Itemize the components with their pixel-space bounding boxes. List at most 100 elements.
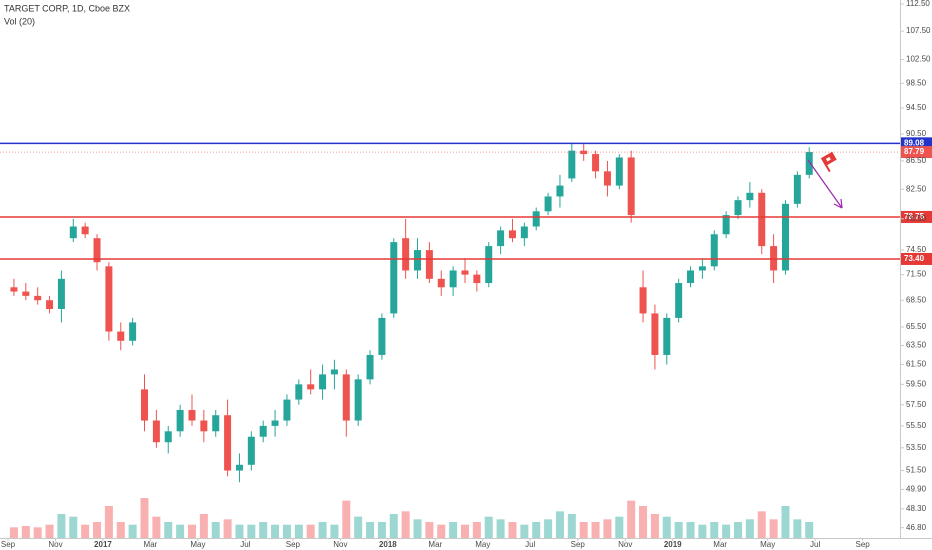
candle-body [402, 238, 410, 271]
volume-bar [555, 511, 564, 538]
candle-body [461, 270, 469, 275]
volume-bar [757, 511, 766, 538]
y-tick-label: 59.50 [906, 379, 927, 388]
volume-bar [69, 516, 78, 538]
candle-body [235, 464, 243, 471]
candle-body [449, 270, 457, 288]
volume-bar [781, 506, 790, 538]
candle-body [603, 171, 611, 186]
y-tick-label: 90.50 [906, 129, 927, 138]
volume-bar [9, 527, 18, 538]
volume-bar [425, 522, 434, 538]
candle-body [746, 192, 754, 201]
candle-body [414, 250, 422, 271]
candle-body [497, 230, 505, 247]
candle-body [698, 266, 706, 271]
last-price-label: 87.79 [904, 147, 925, 156]
level-label: 73.40 [904, 254, 925, 263]
volume-bar [567, 514, 576, 538]
volume-bar [484, 516, 493, 538]
y-tick-label: 94.50 [906, 103, 927, 112]
candle-body [663, 317, 671, 355]
candle-body [22, 291, 30, 296]
volume-bar [639, 506, 648, 538]
candle-body [568, 150, 576, 179]
volume-bar [282, 524, 291, 538]
candle-body [639, 287, 647, 314]
volume-label: Vol (20) [4, 16, 35, 26]
y-tick-label: 71.50 [906, 270, 927, 279]
candle-body [473, 274, 481, 284]
x-tick-label: Nov [48, 540, 62, 549]
candle-body [57, 278, 65, 310]
candle-body [580, 150, 588, 155]
y-tick-label: 46.80 [906, 523, 927, 532]
volume-bar [187, 524, 196, 538]
volume-bar [603, 519, 612, 538]
candle-body [129, 322, 137, 341]
volume-bar [57, 514, 66, 538]
candle-body [200, 420, 208, 432]
volume-bar [199, 514, 208, 538]
volume-bar [318, 522, 327, 538]
y-tick-label: 86.50 [906, 156, 927, 165]
candle-body [342, 374, 350, 421]
x-tick-label: May [475, 540, 490, 549]
volume-bar [805, 522, 814, 538]
x-tick-label: Sep [286, 540, 301, 549]
candle-body [437, 278, 445, 288]
volume-bar [472, 522, 481, 538]
y-tick-label: 78.50 [906, 214, 927, 223]
chart-title: TARGET CORP, 1D, Cboe BZX [4, 3, 130, 13]
volume-bar [21, 526, 30, 538]
candle-body [556, 185, 564, 197]
candle-body [152, 420, 160, 443]
candle-body [508, 230, 516, 239]
volume-bar [366, 522, 375, 538]
volume-bar [662, 516, 671, 538]
candle-body [354, 379, 362, 421]
volume-bar [354, 516, 363, 538]
y-tick-label: 53.50 [906, 443, 927, 452]
candle-body [520, 226, 528, 239]
x-tick-label: Jul [810, 540, 820, 549]
candle-body [627, 157, 635, 216]
volume-bar [532, 522, 541, 538]
candle-body [615, 157, 623, 186]
level-label-box [901, 252, 932, 265]
volume-bar [460, 524, 469, 538]
candle-body [592, 154, 600, 172]
volume-bar [745, 519, 754, 538]
x-tick-label: 2019 [664, 540, 682, 549]
volume-bar [211, 522, 220, 538]
candle-body [247, 436, 255, 465]
candle-body [378, 317, 386, 355]
y-tick-label: 48.30 [906, 504, 927, 513]
candle-body [81, 226, 89, 235]
candle-body [805, 152, 813, 175]
volume-bar [235, 524, 244, 538]
x-tick-label: 2018 [379, 540, 397, 549]
drawing-arrow [807, 159, 843, 209]
volume-bar [306, 524, 315, 538]
volume-bar [33, 527, 42, 538]
volume-bar [377, 522, 386, 538]
candle-body [390, 242, 398, 314]
volume-bar [437, 524, 446, 538]
level-label: 78.75 [904, 212, 925, 221]
candle-body [544, 196, 552, 212]
volume-bar [342, 500, 351, 538]
candle-body [651, 313, 659, 355]
volume-bar [247, 524, 256, 538]
candle-body [141, 389, 149, 421]
candle-body [212, 415, 220, 432]
volume-bar [294, 524, 303, 538]
candle-body [793, 174, 801, 204]
x-tick-label: Mar [428, 540, 442, 549]
candle-body [271, 420, 279, 426]
candle-body [319, 374, 327, 390]
volume-bar [223, 519, 232, 538]
x-tick-label: May [190, 540, 205, 549]
volume-bar [769, 519, 778, 538]
